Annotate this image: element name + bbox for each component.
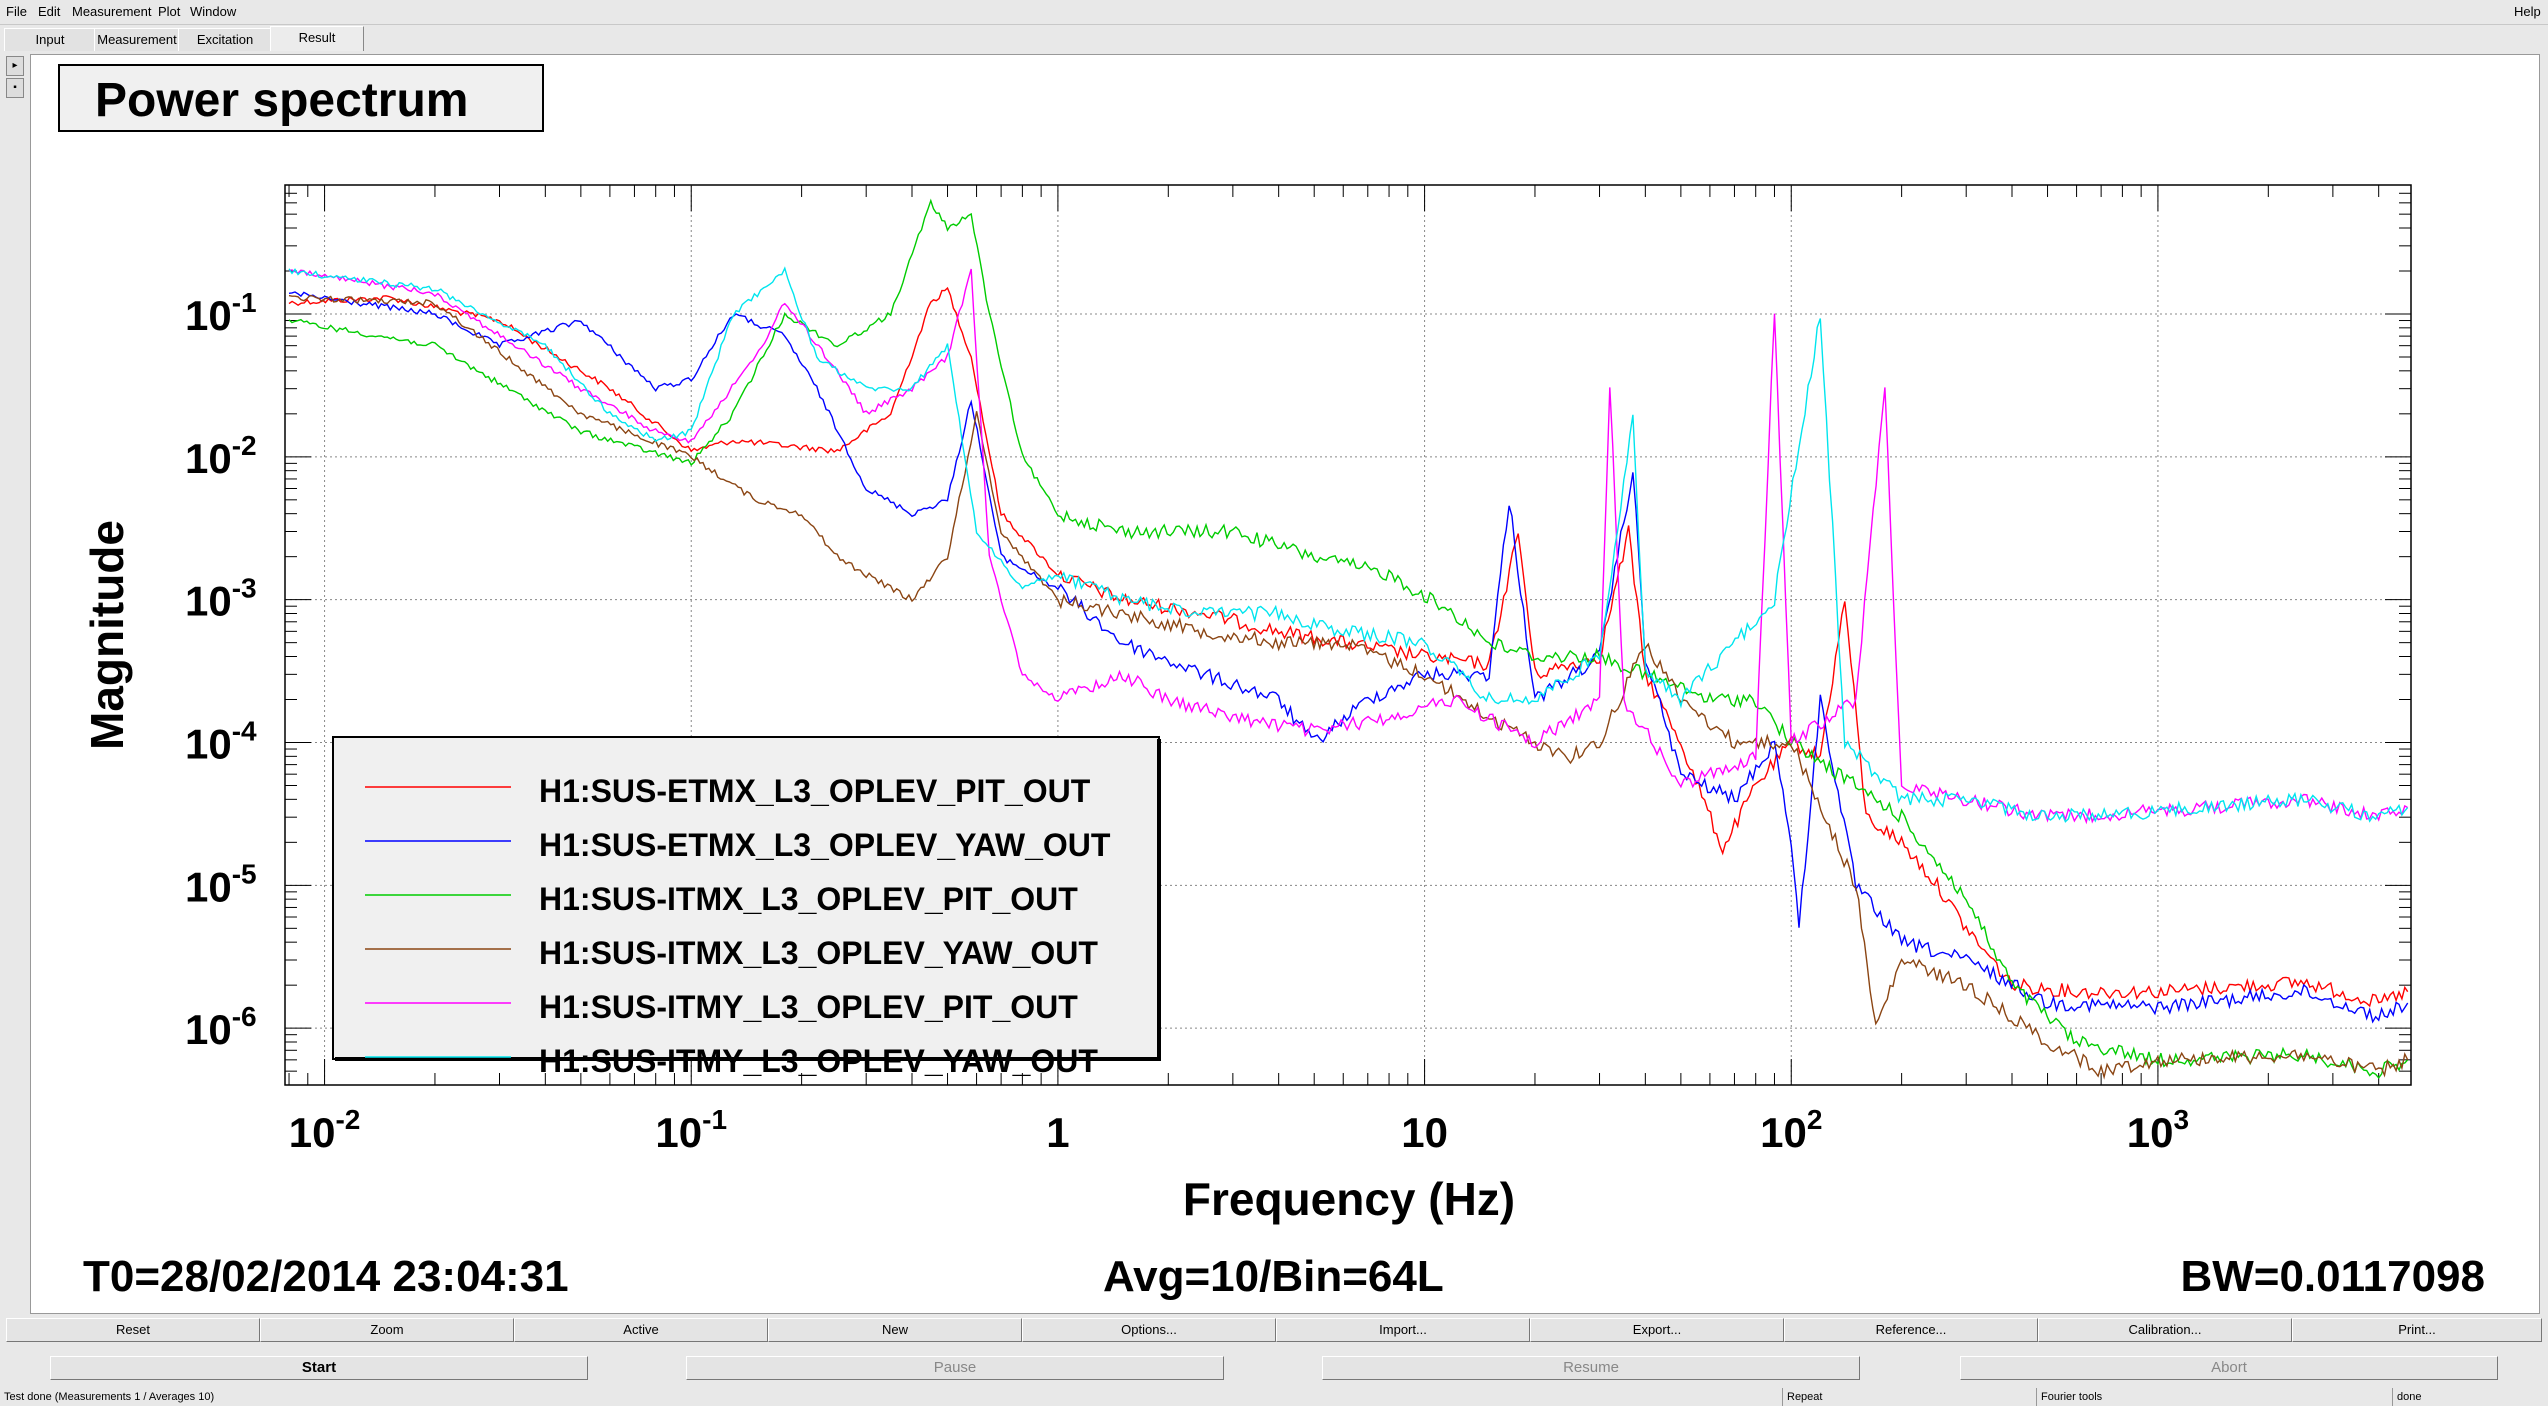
start-button[interactable]: Start (50, 1356, 588, 1380)
y-tick-label: 10-1 (185, 287, 257, 339)
series-line (288, 266, 2409, 823)
y-tick-label: 10-5 (185, 858, 257, 910)
status-message: Test done (Measurements 1 / Averages 10) (4, 1391, 215, 1403)
series-group (288, 198, 2409, 1080)
avg-label: Avg=10/Bin=64L (1103, 1252, 1444, 1301)
collapse-icon[interactable]: ▪ (6, 78, 24, 98)
legend[interactable]: H1:SUS-ETMX_L3_OPLEV_PIT_OUT H1:SUS-ETMX_… (332, 736, 1161, 1079)
series-line (288, 286, 2409, 1008)
resume-button[interactable]: Resume (1322, 1356, 1860, 1380)
tab-bar: Input Measurement Excitation Result (0, 26, 2548, 52)
reference-button[interactable]: Reference... (1784, 1318, 2038, 1342)
axis-ticks (285, 184, 2411, 1086)
menu-plot[interactable]: Plot (158, 4, 181, 19)
menu-file[interactable]: File (6, 4, 27, 19)
legend-entry: H1:SUS-ETMX_L3_OPLEV_YAW_OUT (539, 827, 1111, 863)
status-tools: Fourier tools (2036, 1388, 2102, 1406)
menu-window[interactable]: Window (190, 4, 237, 19)
grid-lines (285, 185, 2411, 1085)
legend-box (332, 736, 1160, 1060)
y-axis-label: Magnitude (81, 520, 133, 750)
plot-side-tools: ▸ ▪ (6, 56, 24, 100)
expand-arrow-icon[interactable]: ▸ (6, 56, 24, 76)
series-line (288, 198, 2409, 1080)
y-tick-label: 10-6 (185, 1001, 257, 1053)
x-tick-labels: 10-2 10-1 1 10 102 103 (289, 1104, 2189, 1156)
plot-button-row: Reset Zoom Active New Options... Import.… (0, 1316, 2548, 1344)
active-button[interactable]: Active (514, 1318, 768, 1342)
plot-title: Power spectrum (95, 74, 468, 127)
x-tick-label: 1 (1046, 1109, 1069, 1156)
calibration-button[interactable]: Calibration... (2038, 1318, 2292, 1342)
x-tick-label: 10-2 (289, 1104, 361, 1156)
series-line (288, 294, 2409, 1080)
legend-entry: H1:SUS-ITMY_L3_OPLEV_YAW_OUT (539, 1043, 1098, 1079)
zoom-button[interactable]: Zoom (260, 1318, 514, 1342)
menu-help[interactable]: Help (2514, 4, 2541, 19)
status-repeat: Repeat (1782, 1388, 1822, 1406)
legend-entry: H1:SUS-ITMY_L3_OPLEV_PIT_OUT (539, 989, 1078, 1025)
options-button[interactable]: Options... (1022, 1318, 1276, 1342)
y-tick-label: 10-3 (185, 573, 257, 625)
menu-edit[interactable]: Edit (38, 4, 61, 19)
tab-measurement[interactable]: Measurement (94, 28, 180, 51)
status-state: done (2392, 1388, 2421, 1406)
menu-bar: File Edit Measurement Plot Window Help (0, 0, 2548, 25)
series-line (288, 268, 2409, 825)
legend-entry: H1:SUS-ETMX_L3_OPLEV_PIT_OUT (539, 773, 1091, 809)
bw-label: BW=0.0117098 (2180, 1252, 2485, 1301)
abort-button[interactable]: Abort (1960, 1356, 2498, 1380)
plot-canvas[interactable]: Power spectrum Frequency (Hz) Magnitude … (30, 54, 2540, 1314)
tab-excitation[interactable]: Excitation (178, 28, 272, 51)
legend-entry: H1:SUS-ITMX_L3_OPLEV_YAW_OUT (539, 935, 1098, 971)
x-tick-label: 103 (2127, 1104, 2189, 1156)
x-tick-label: 10-1 (655, 1104, 727, 1156)
menu-measurement[interactable]: Measurement (72, 4, 152, 19)
print-button[interactable]: Print... (2292, 1318, 2542, 1342)
reset-button[interactable]: Reset (6, 1318, 260, 1342)
import-button[interactable]: Import... (1276, 1318, 1530, 1342)
y-tick-label: 10-2 (185, 430, 257, 482)
series-line (288, 291, 2409, 1024)
tab-result[interactable]: Result (270, 26, 364, 51)
x-tick-label: 102 (1760, 1104, 1822, 1156)
tab-input[interactable]: Input (4, 28, 96, 51)
power-spectrum-plot[interactable]: Power spectrum Frequency (Hz) Magnitude … (31, 55, 2539, 1313)
y-tick-label: 10-4 (185, 715, 257, 767)
legend-entry: H1:SUS-ITMX_L3_OPLEV_PIT_OUT (539, 881, 1078, 917)
x-axis-label: Frequency (Hz) (1183, 1173, 1515, 1225)
title-box (58, 64, 544, 132)
control-button-row: Start Pause Resume Abort (0, 1354, 2548, 1382)
t0-label: T0=28/02/2014 23:04:31 (83, 1252, 569, 1301)
status-bar: Test done (Measurements 1 / Averages 10)… (0, 1388, 2548, 1406)
pause-button[interactable]: Pause (686, 1356, 1224, 1380)
x-tick-label: 10 (1401, 1109, 1448, 1156)
export-button[interactable]: Export... (1530, 1318, 1784, 1342)
y-tick-labels: 10-1 10-2 10-3 10-4 10-5 10-6 (185, 287, 257, 1053)
new-button[interactable]: New (768, 1318, 1022, 1342)
